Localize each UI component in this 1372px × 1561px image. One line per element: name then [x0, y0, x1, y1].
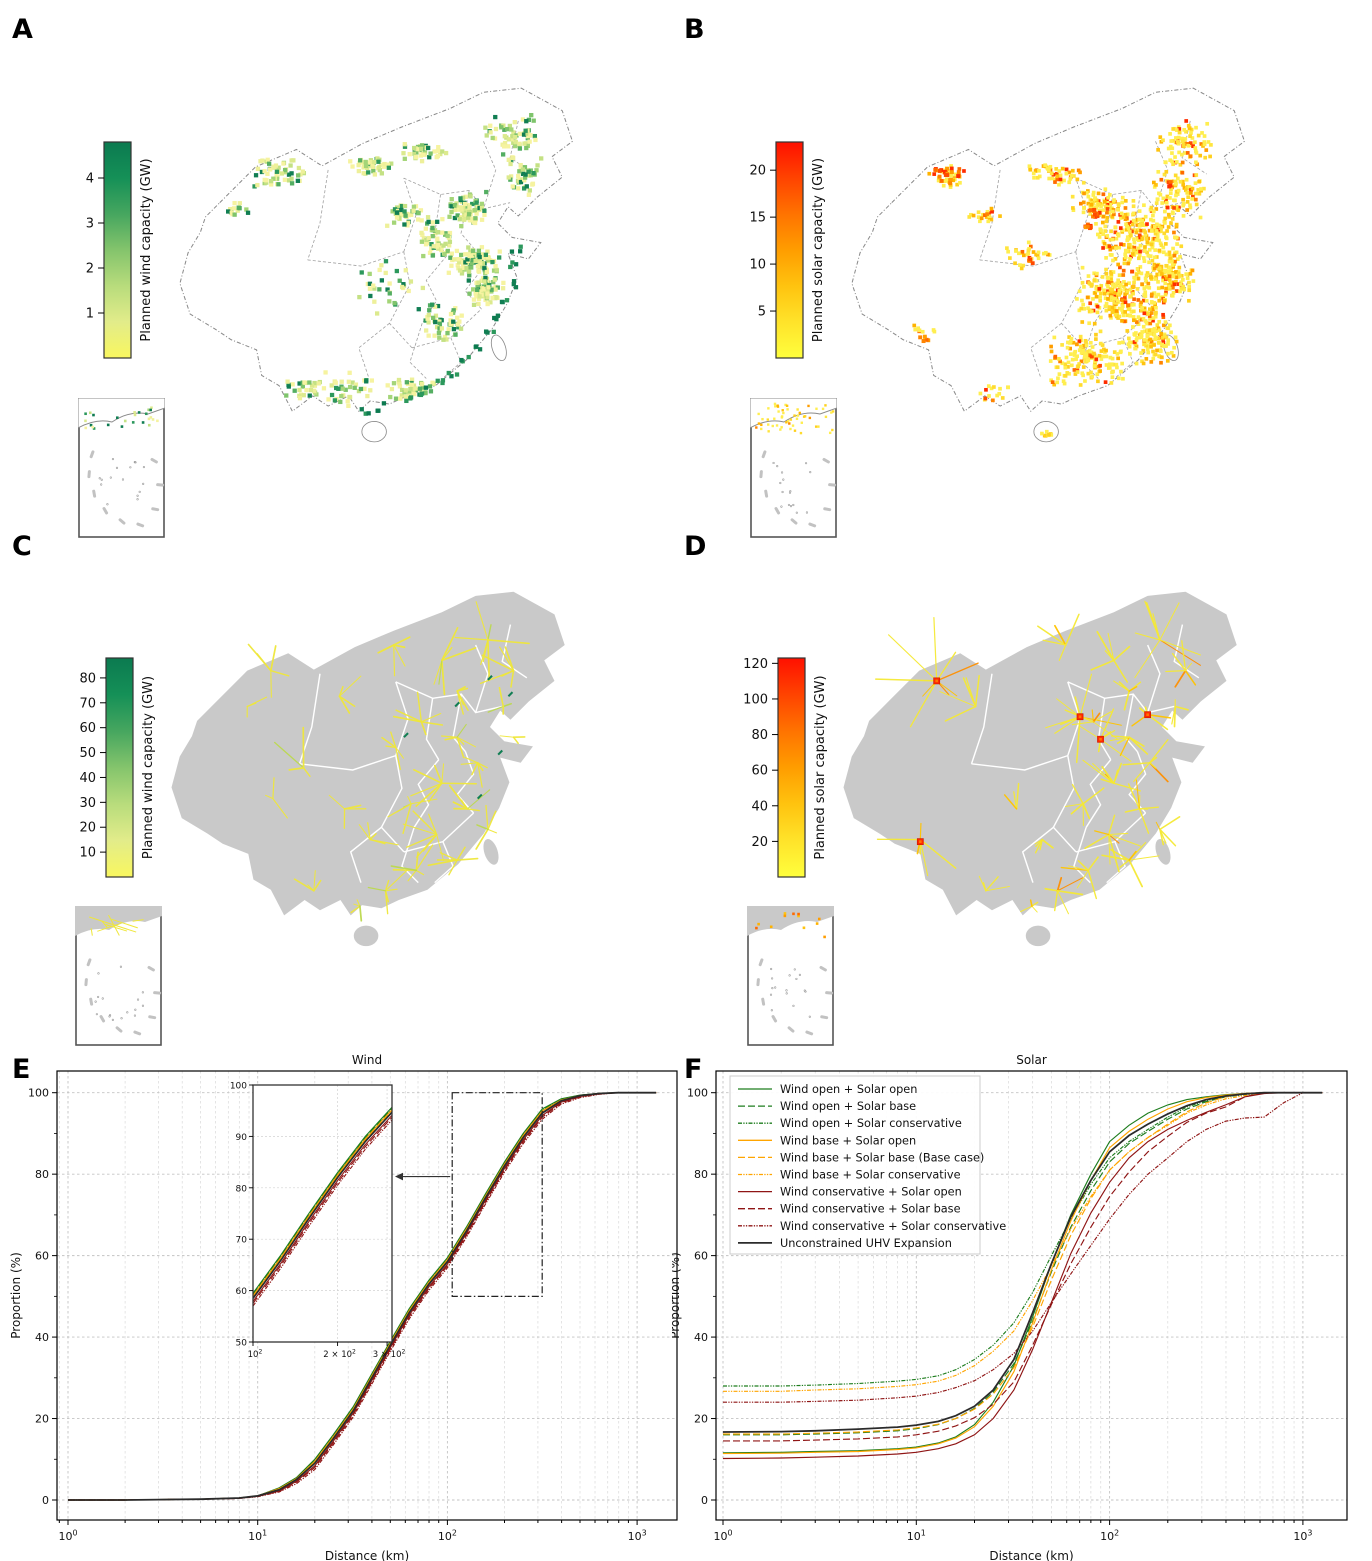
svg-text:102: 102	[248, 1348, 263, 1360]
svg-text:2: 2	[86, 262, 94, 277]
svg-text:102: 102	[1100, 1528, 1119, 1543]
svg-text:20: 20	[35, 1413, 49, 1426]
svg-text:70: 70	[79, 696, 96, 711]
svg-text:10: 10	[79, 846, 96, 861]
svg-text:100: 100	[58, 1528, 77, 1543]
svg-text:102: 102	[438, 1528, 457, 1543]
panel-label-a: A	[12, 14, 33, 45]
svg-text:70: 70	[236, 1236, 248, 1246]
svg-text:103: 103	[1293, 1528, 1312, 1543]
panel-label-f: F	[684, 1054, 703, 1085]
svg-text:100: 100	[28, 1087, 49, 1100]
svg-text:100: 100	[743, 692, 768, 707]
colorbar-wind-capacity-a: 1 2 3 4 Planned wind capacity (GW)	[86, 141, 154, 359]
svg-text:40: 40	[751, 799, 768, 814]
svg-text:Solar: Solar	[1016, 1053, 1047, 1067]
svg-text:0: 0	[701, 1494, 708, 1507]
svg-text:100: 100	[713, 1528, 732, 1543]
svg-text:Unconstrained UHV Expansion: Unconstrained UHV Expansion	[780, 1237, 952, 1250]
china-map-wind-uhv	[171, 591, 565, 947]
svg-text:0: 0	[42, 1494, 49, 1507]
svg-text:5: 5	[758, 305, 766, 320]
svg-text:101: 101	[248, 1528, 267, 1543]
colorbar-solar-capacity-d: 20 40 60 80 100 120 Planned solar capacity (GW…	[743, 657, 828, 878]
svg-text:Wind conservative + Solar cons: Wind conservative + Solar conservative	[780, 1220, 1006, 1233]
svg-text:101: 101	[907, 1528, 926, 1543]
svg-text:Wind open + Solar open: Wind open + Solar open	[780, 1083, 917, 1096]
south-china-sea-inset-d	[747, 906, 834, 1046]
svg-text:Wind conservative + Solar open: Wind conservative + Solar open	[780, 1186, 962, 1199]
svg-text:10: 10	[749, 258, 766, 273]
svg-text:Wind base + Solar base (Base c: Wind base + Solar base (Base case)	[780, 1151, 984, 1164]
svg-text:Distance (km): Distance (km)	[325, 1549, 409, 1561]
svg-text:Wind open + Solar base: Wind open + Solar base	[780, 1100, 916, 1113]
svg-text:80: 80	[35, 1168, 49, 1181]
south-china-sea-inset-a	[78, 398, 165, 538]
svg-text:60: 60	[694, 1250, 708, 1263]
panel-label-c: C	[12, 531, 32, 562]
svg-text:20: 20	[749, 164, 766, 179]
svg-text:Wind: Wind	[352, 1053, 382, 1067]
panel-label-e: E	[12, 1054, 31, 1085]
svg-text:80: 80	[751, 728, 768, 743]
svg-text:40: 40	[79, 771, 96, 786]
svg-text:20: 20	[694, 1413, 708, 1426]
svg-text:100: 100	[687, 1087, 708, 1100]
svg-text:20: 20	[751, 835, 768, 850]
svg-text:40: 40	[35, 1331, 49, 1344]
svg-text:50: 50	[79, 746, 96, 761]
svg-text:60: 60	[79, 721, 96, 736]
panel-label-d: D	[684, 531, 707, 562]
svg-text:Planned wind capacity (GW): Planned wind capacity (GW)	[141, 676, 156, 859]
svg-text:Planned solar capacity (GW): Planned solar capacity (GW)	[811, 158, 826, 342]
china-map-wind-grid	[179, 87, 574, 443]
svg-text:Distance (km): Distance (km)	[989, 1549, 1073, 1561]
svg-text:15: 15	[749, 211, 766, 226]
wind-cdf-chart: 100 101 102 103 0 20 40 60 80 100 Wind Distance (km…	[9, 1053, 678, 1561]
svg-text:Wind base + Solar conservative: Wind base + Solar conservative	[780, 1169, 961, 1182]
solar-cdf-chart: 100 101 102 103 0 20 40 60 80 100 Solar Distance (k…	[672, 1053, 1348, 1561]
svg-text:Planned wind capacity (GW): Planned wind capacity (GW)	[139, 158, 154, 341]
svg-text:1: 1	[86, 307, 94, 322]
south-china-sea-inset-b	[750, 398, 837, 538]
svg-text:100: 100	[230, 1082, 247, 1092]
colorbar-wind-capacity-c: 10 20 30 40 50 60 70 80 Planned wind capacity (G…	[79, 657, 156, 878]
svg-text:20: 20	[79, 821, 96, 836]
svg-text:2 × 102: 2 × 102	[323, 1348, 356, 1360]
svg-text:80: 80	[236, 1184, 248, 1194]
svg-text:Wind open + Solar conservative: Wind open + Solar conservative	[780, 1117, 962, 1130]
svg-text:103: 103	[628, 1528, 647, 1543]
svg-text:Wind base + Solar open: Wind base + Solar open	[780, 1134, 916, 1147]
svg-text:Planned solar capacity (GW): Planned solar capacity (GW)	[813, 675, 828, 859]
svg-text:60: 60	[35, 1250, 49, 1263]
svg-text:Wind conservative + Solar base: Wind conservative + Solar base	[780, 1203, 961, 1216]
svg-text:50: 50	[236, 1339, 248, 1349]
svg-text:3 × 102: 3 × 102	[373, 1348, 406, 1360]
svg-text:90: 90	[236, 1133, 248, 1143]
svg-text:120: 120	[743, 657, 768, 672]
svg-text:Proportion (%): Proportion (%)	[9, 1252, 23, 1339]
colorbar-solar-capacity-b: 5 10 15 20 Planned solar capacity (GW)	[749, 141, 826, 359]
china-map-solar-grid	[851, 87, 1246, 443]
svg-text:80: 80	[694, 1168, 708, 1181]
panel-label-b: B	[684, 14, 705, 45]
svg-text:40: 40	[694, 1331, 708, 1344]
svg-text:30: 30	[79, 796, 96, 811]
svg-text:60: 60	[236, 1287, 248, 1297]
south-china-sea-inset-c	[75, 906, 162, 1046]
svg-text:60: 60	[751, 764, 768, 779]
svg-text:80: 80	[79, 671, 96, 686]
china-map-solar-uhv	[843, 591, 1237, 947]
svg-text:Proportion (%): Proportion (%)	[672, 1252, 682, 1339]
svg-text:3: 3	[86, 217, 94, 232]
svg-text:4: 4	[86, 172, 94, 187]
